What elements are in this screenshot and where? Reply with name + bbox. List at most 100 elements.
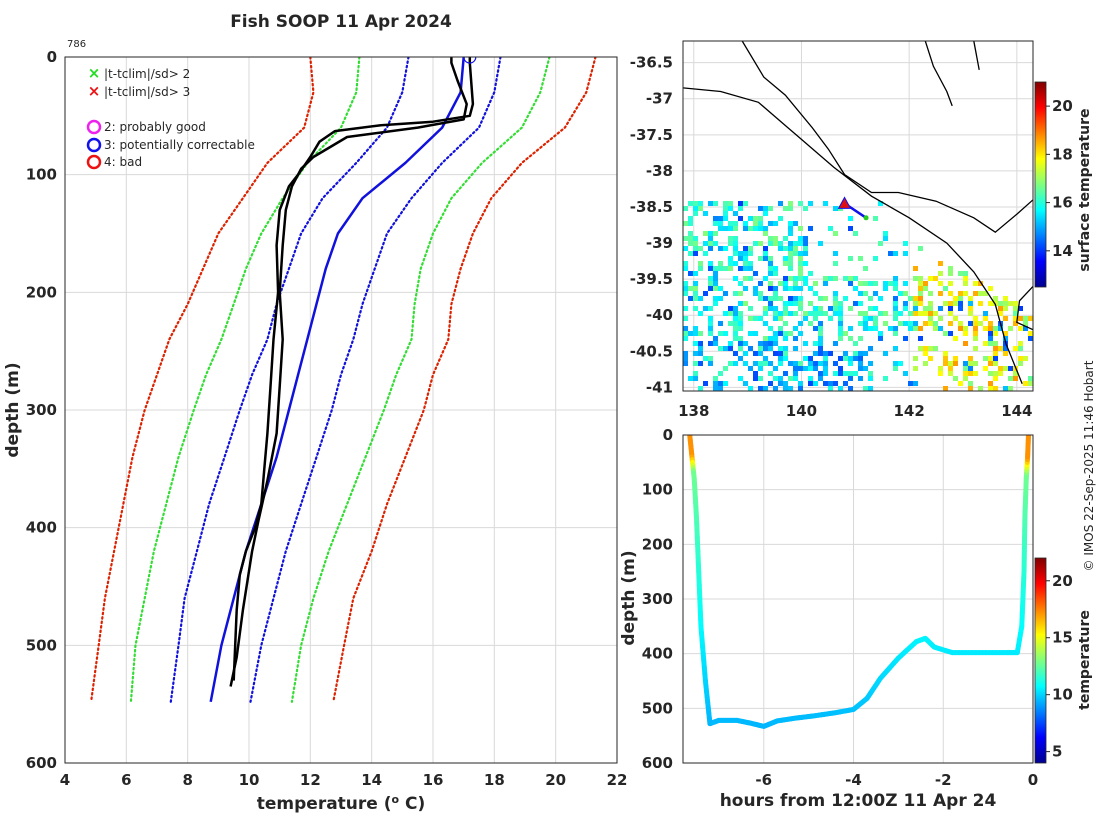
sst-cell bbox=[818, 326, 823, 331]
sst-cell bbox=[893, 286, 898, 291]
sst-cell bbox=[768, 306, 773, 311]
sst-cell bbox=[813, 326, 818, 331]
sst-cell bbox=[738, 301, 743, 306]
colorbar-tick-label: 18 bbox=[1052, 145, 1073, 163]
sst-cell bbox=[798, 331, 803, 336]
sst-cell bbox=[833, 361, 838, 366]
sst-cell bbox=[963, 371, 968, 376]
sst-cell bbox=[763, 226, 768, 231]
sst-cell bbox=[783, 386, 788, 391]
sst-cell bbox=[753, 371, 758, 376]
sst-cell bbox=[868, 281, 873, 286]
sst-cell bbox=[793, 336, 798, 341]
sst-cell bbox=[713, 216, 718, 221]
sst-cell bbox=[733, 211, 738, 216]
sst-cell bbox=[743, 221, 748, 226]
sst-cell bbox=[688, 286, 693, 291]
sst-cell bbox=[993, 376, 998, 381]
sst-cell bbox=[928, 306, 933, 311]
sst-cell bbox=[893, 306, 898, 311]
profile-x-axis-label-unit: C) bbox=[399, 794, 425, 814]
sst-cell bbox=[768, 286, 773, 291]
sst-cell bbox=[998, 301, 1003, 306]
sst-cell bbox=[818, 311, 823, 316]
sst-cell bbox=[708, 316, 713, 321]
sst-cell bbox=[693, 281, 698, 286]
sst-cell bbox=[773, 306, 778, 311]
sst-cell bbox=[848, 336, 853, 341]
sst-cell bbox=[773, 241, 778, 246]
sst-cell bbox=[903, 306, 908, 311]
sst-cell bbox=[973, 336, 978, 341]
sst-cell bbox=[988, 301, 993, 306]
sst-cell bbox=[798, 226, 803, 231]
sst-cell bbox=[818, 361, 823, 366]
sst-cell bbox=[793, 311, 798, 316]
sst-cell bbox=[988, 326, 993, 331]
sst-cell bbox=[698, 331, 703, 336]
sst-cell bbox=[798, 276, 803, 281]
flag-marker bbox=[463, 57, 477, 64]
sst-cell bbox=[808, 381, 813, 386]
sst-cell bbox=[948, 321, 953, 326]
sst-cell bbox=[988, 321, 993, 326]
sst-cell bbox=[683, 221, 688, 226]
sst-cell bbox=[703, 241, 708, 246]
sst-cell bbox=[803, 341, 808, 346]
sst-cell bbox=[748, 246, 753, 251]
sst-cell bbox=[798, 251, 803, 256]
sst-cell bbox=[1013, 311, 1018, 316]
sst-cell bbox=[823, 281, 828, 286]
sst-cell bbox=[763, 386, 768, 391]
sst-cell bbox=[833, 261, 838, 266]
sst-cell bbox=[993, 351, 998, 356]
sst-cell bbox=[1018, 356, 1023, 361]
sst-cell bbox=[883, 376, 888, 381]
x-tick-label: 20 bbox=[545, 771, 566, 789]
sst-cell bbox=[858, 291, 863, 296]
sst-cell bbox=[973, 291, 978, 296]
sst-cell bbox=[823, 356, 828, 361]
sst-cell bbox=[758, 206, 763, 211]
sst-cell bbox=[1023, 381, 1028, 386]
sst-cell bbox=[758, 256, 763, 261]
sst-cell bbox=[1003, 296, 1008, 301]
time-tick-labels: -6 -4 -2 0 0 100 200 300 400 500 600 bbox=[642, 426, 1039, 789]
sst-cell bbox=[1018, 346, 1023, 351]
sst-cell bbox=[718, 266, 723, 271]
sst-cell bbox=[873, 326, 878, 331]
colorbar-tick-label: 14 bbox=[1052, 242, 1073, 260]
profile-axes-box bbox=[64, 56, 618, 764]
sst-cell bbox=[713, 301, 718, 306]
sst-cell bbox=[943, 331, 948, 336]
x-tick-label: 140 bbox=[786, 402, 817, 420]
colorbar-tick-label: 10 bbox=[1052, 686, 1073, 704]
sst-cell bbox=[683, 206, 688, 211]
sst-cell bbox=[798, 386, 803, 391]
coastline bbox=[683, 41, 1033, 385]
sst-cell bbox=[768, 371, 773, 376]
sst-cell bbox=[948, 361, 953, 366]
x-tick-label: 16 bbox=[423, 771, 444, 789]
sst-cell bbox=[778, 361, 783, 366]
sst-cell bbox=[708, 231, 713, 236]
sst-cell bbox=[783, 276, 788, 281]
sst-cell bbox=[973, 361, 978, 366]
sst-cell bbox=[718, 386, 723, 391]
sst-cell bbox=[768, 206, 773, 211]
sst-cell bbox=[788, 331, 793, 336]
sst-cell bbox=[918, 326, 923, 331]
series-line bbox=[290, 57, 551, 703]
sst-cell bbox=[948, 271, 953, 276]
sst-cell bbox=[713, 276, 718, 281]
sst-cell bbox=[788, 301, 793, 306]
sst-cell bbox=[918, 281, 923, 286]
legend-label: 4: bad bbox=[104, 155, 142, 169]
sst-cell bbox=[918, 336, 923, 341]
y-tick-label: 0 bbox=[47, 48, 57, 66]
sst-cell bbox=[893, 276, 898, 281]
sst-cell bbox=[903, 336, 908, 341]
sst-cell bbox=[718, 331, 723, 336]
sst-cell bbox=[788, 286, 793, 291]
